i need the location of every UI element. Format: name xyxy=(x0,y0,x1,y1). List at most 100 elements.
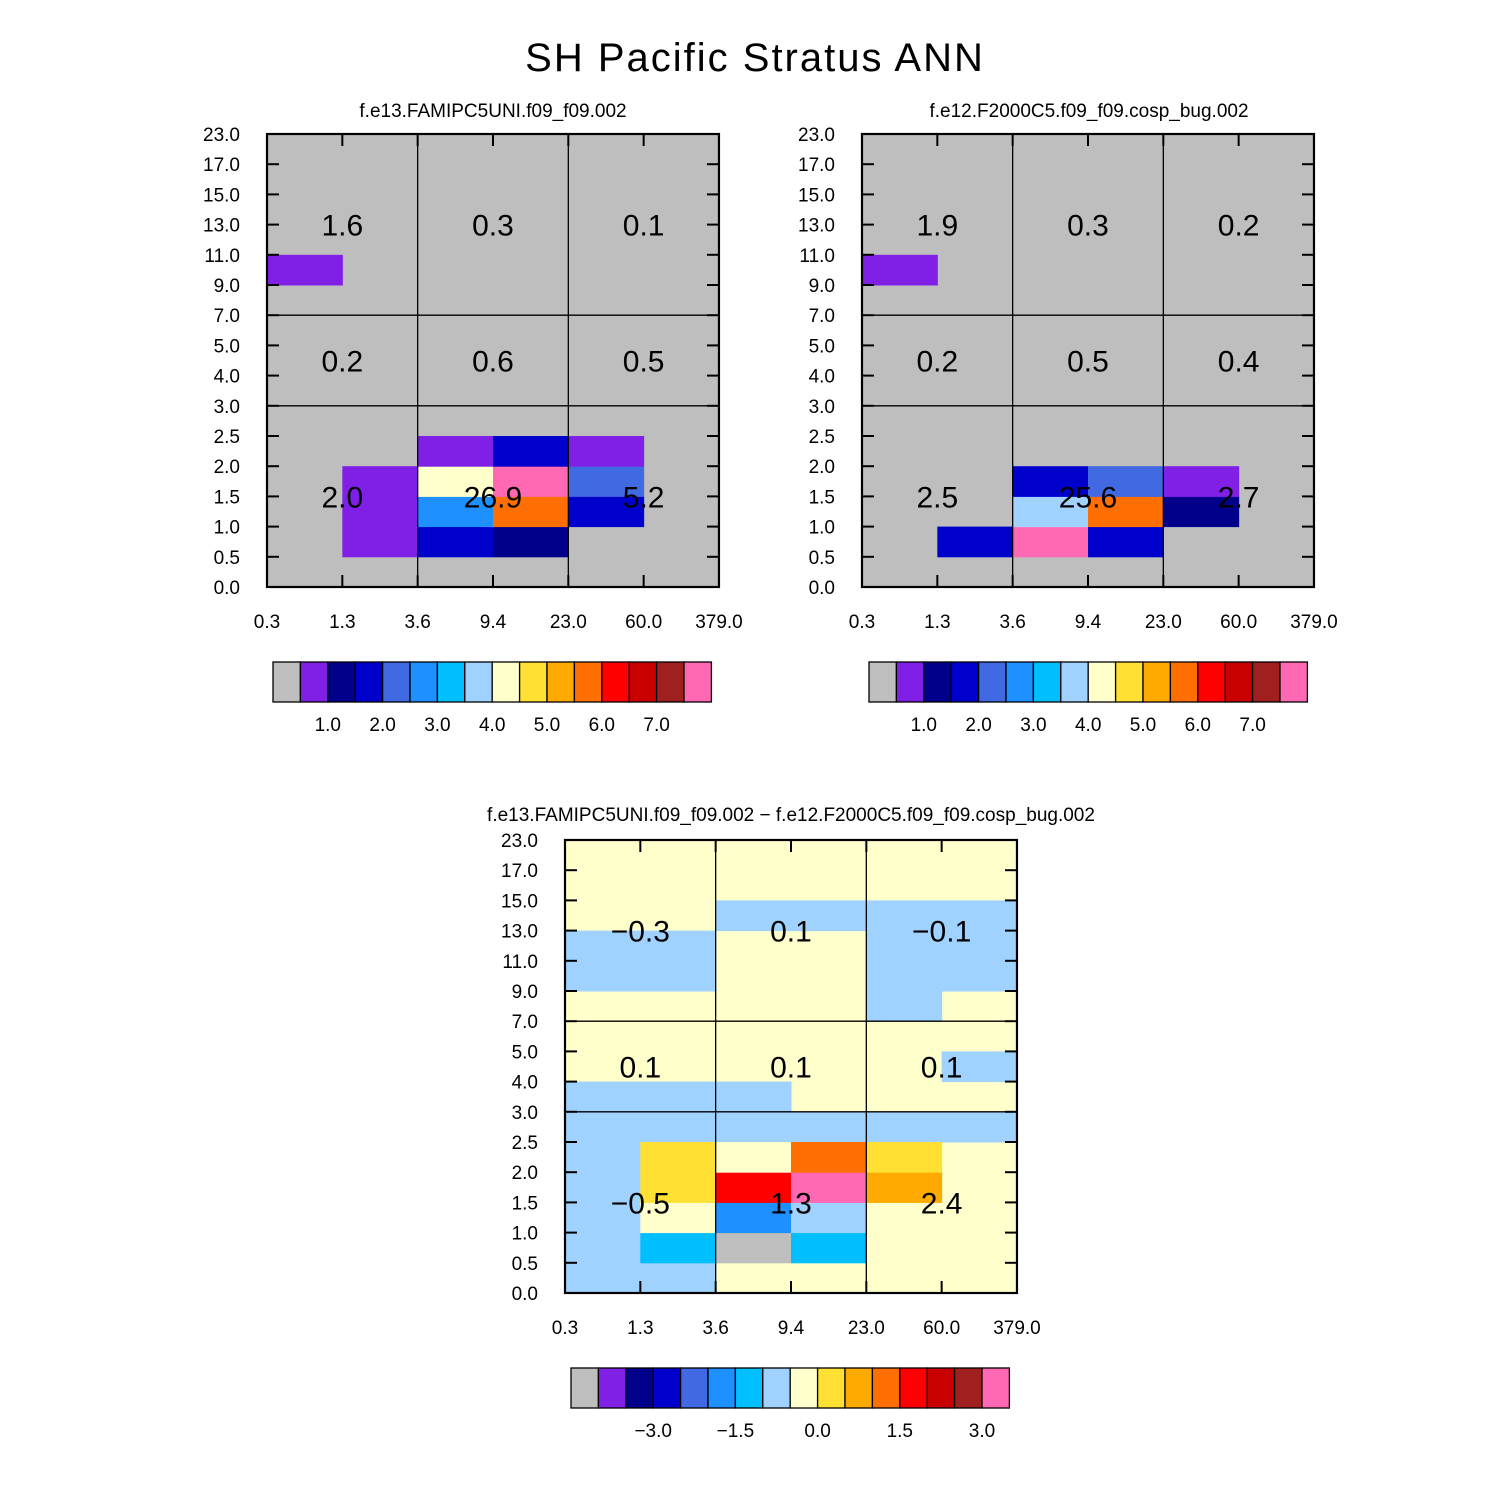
panel-model-a: f.e13.FAMIPC5UNI.f09_f09.002 0.00.51.01.… xyxy=(203,101,743,736)
y-tick-label: 23.0 xyxy=(501,831,538,852)
heatmap-cell xyxy=(640,960,717,992)
x-tick-label: 0.3 xyxy=(849,612,875,633)
y-tick-label: 15.0 xyxy=(501,891,538,912)
colorbar-box xyxy=(899,1367,928,1409)
region-value-label: 0.1 xyxy=(770,916,812,949)
colorbar-box xyxy=(977,661,1007,703)
panel-title-model-a: f.e13.FAMIPC5UNI.f09_f09.002 xyxy=(359,101,626,122)
panel-title-model-b: f.e12.F2000C5.f09_f09.cosp_bug.002 xyxy=(929,101,1248,122)
heatmap-cell xyxy=(640,1081,717,1113)
y-tick-label: 5.0 xyxy=(214,336,240,357)
region-value-label: −0.1 xyxy=(912,916,971,949)
y-tick-label: 9.0 xyxy=(809,276,835,297)
colorbar-box xyxy=(679,1367,709,1409)
region-value-label: 0.4 xyxy=(1218,346,1260,379)
heatmap-model-b: 0.0 0.5 1.0 1.5 2.0 2.5 3.0 4.0 5.0 7.0 9.0 11.0 13.… xyxy=(798,125,1338,633)
y-tick-label: 5.0 xyxy=(512,1042,538,1063)
heatmap-cell xyxy=(342,526,419,558)
colorbar-label: 7.0 xyxy=(643,715,669,736)
colorbar-box xyxy=(381,661,411,703)
y-tick-label: 2.0 xyxy=(809,457,835,478)
y-tick-label: 5.0 xyxy=(809,336,835,357)
colorbar-box xyxy=(1224,661,1254,703)
colorbar-box xyxy=(299,661,329,703)
colorbar-box xyxy=(1142,661,1172,703)
colorbar-label: 0.0 xyxy=(804,1421,830,1442)
colorbar-label: −3.0 xyxy=(634,1421,672,1442)
colorbar-label: 1.0 xyxy=(315,715,341,736)
colorbar-label: 6.0 xyxy=(1185,715,1211,736)
region-value-label: 0.2 xyxy=(1218,210,1260,243)
y-tick-label: 1.0 xyxy=(512,1224,538,1245)
heatmap-cell xyxy=(565,1111,641,1143)
region-value-label: 0.1 xyxy=(770,1052,812,1085)
y-tick-label: 0.0 xyxy=(512,1284,538,1305)
colorbar-box xyxy=(655,661,685,703)
colorbar-box xyxy=(1279,661,1309,703)
region-value-label: 1.9 xyxy=(916,210,958,243)
heatmap-cell xyxy=(568,436,645,467)
heatmap-cell xyxy=(568,496,645,528)
colorbar-model-a: 1.0 2.0 3.0 4.0 5.0 6.0 7.0 xyxy=(272,661,713,736)
x-tick-label: 1.3 xyxy=(627,1318,653,1339)
colorbar-box xyxy=(570,1367,600,1409)
x-tick-label: 1.3 xyxy=(329,612,355,633)
colorbar-box xyxy=(573,661,603,703)
x-tick-label: 23.0 xyxy=(848,1318,885,1339)
colorbar-label: −1.5 xyxy=(717,1421,755,1442)
x-tick-label: 3.6 xyxy=(404,612,430,633)
region-value-label: 2.4 xyxy=(921,1187,963,1220)
colorbar-box xyxy=(683,661,713,703)
y-tick-label: 2.0 xyxy=(512,1163,538,1184)
colorbar-box xyxy=(327,661,356,703)
y-tick-label: 2.5 xyxy=(512,1133,538,1154)
heatmap-cell xyxy=(565,930,641,962)
heatmap-cell xyxy=(790,900,867,932)
heatmap-cell xyxy=(937,526,1014,558)
y-tick-label: 2.0 xyxy=(214,457,240,478)
region-value-label: 1.6 xyxy=(321,210,363,243)
heatmap-cell xyxy=(640,1172,717,1203)
y-tick-label: 23.0 xyxy=(203,125,240,146)
heatmap-cell xyxy=(640,1142,717,1173)
y-tick-label: 23.0 xyxy=(798,125,835,146)
region-value-label: 0.1 xyxy=(619,1052,661,1085)
region-value-label: 0.2 xyxy=(916,346,958,379)
colorbar-box xyxy=(762,1367,791,1409)
x-tick-label: 9.4 xyxy=(1075,612,1102,633)
y-tick-label: 13.0 xyxy=(501,922,538,943)
heatmap-cell xyxy=(715,1142,792,1173)
y-tick-label: 1.0 xyxy=(809,518,835,539)
heatmap-cell xyxy=(715,1081,792,1113)
y-tick-label: 0.5 xyxy=(214,548,240,569)
heatmap-cell xyxy=(342,496,419,528)
heatmap-cell xyxy=(790,1232,867,1264)
y-tick-label: 17.0 xyxy=(203,155,240,176)
colorbar-box xyxy=(546,661,576,703)
colorbar-box xyxy=(1087,661,1117,703)
colorbar-box xyxy=(625,1367,654,1409)
colorbar-box xyxy=(354,661,384,703)
heatmap-cell xyxy=(866,1111,943,1143)
heatmap-cell xyxy=(417,496,494,528)
heatmap-model-a: 0.0 0.5 1.0 1.5 2.0 2.5 3.0 4.0 5.0 7.0 9.0 11.0 13.… xyxy=(203,125,743,633)
x-tick-label: 379.0 xyxy=(695,612,743,633)
heatmap-cell xyxy=(790,1142,867,1173)
heatmap-cell xyxy=(1087,466,1164,497)
panel-title-difference: f.e13.FAMIPC5UNI.f09_f09.002 − f.e12.F20… xyxy=(487,805,1095,826)
colorbar-box xyxy=(601,661,630,703)
heatmap-cell xyxy=(1163,496,1240,528)
y-tick-label: 4.0 xyxy=(214,367,240,388)
heatmap-cell xyxy=(715,1111,792,1143)
colorbar-box xyxy=(816,1367,846,1409)
y-tick-label: 7.0 xyxy=(214,306,240,327)
y-tick-label: 1.5 xyxy=(512,1193,538,1214)
heatmap-cell xyxy=(342,466,419,497)
heatmap-cell xyxy=(790,1202,867,1234)
colorbar-label: 5.0 xyxy=(534,715,560,736)
heatmap-cell xyxy=(492,496,569,528)
heatmap-cell xyxy=(1012,526,1089,558)
heatmap-cell xyxy=(790,1111,867,1143)
colorbar-box xyxy=(844,1367,874,1409)
